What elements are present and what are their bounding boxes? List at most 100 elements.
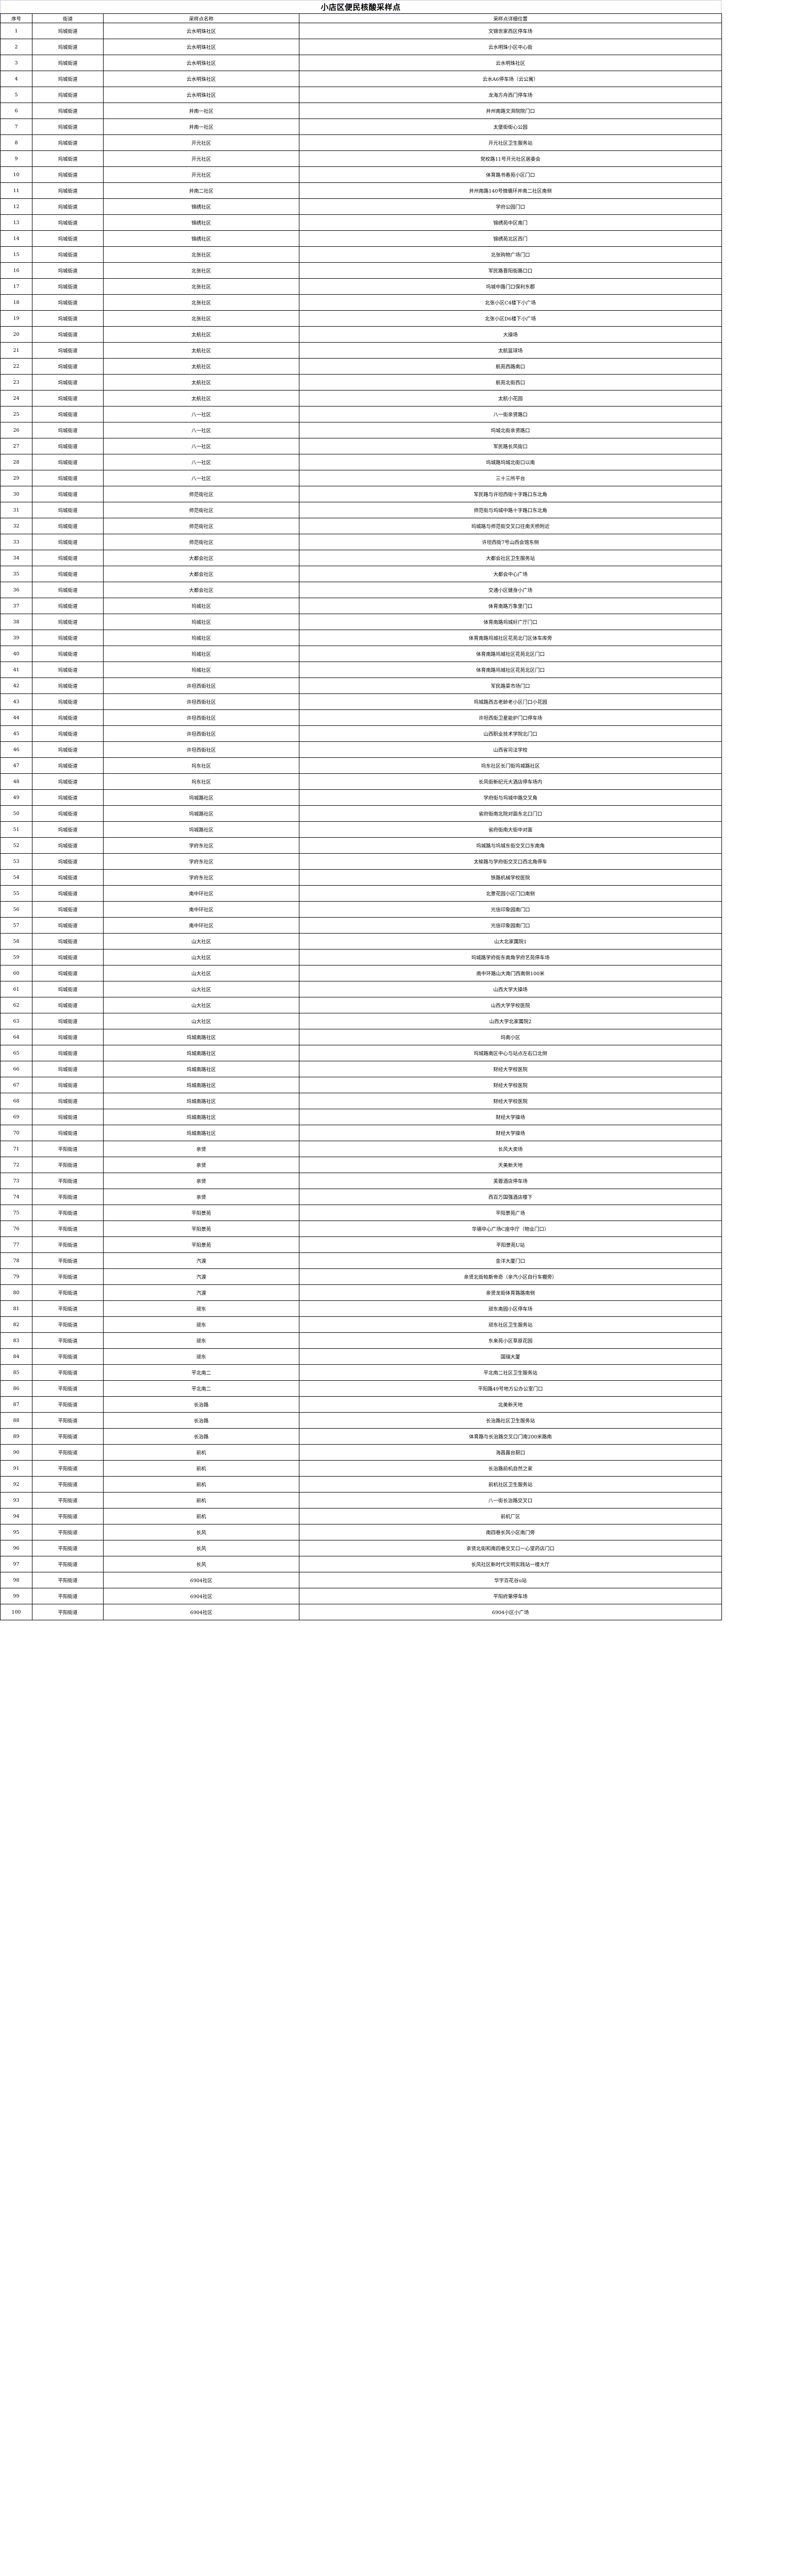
cell-site-name: 平北南二 (103, 1364, 299, 1381)
cell-index: 58 (0, 933, 32, 950)
cell-site-name: 大都会社区 (103, 582, 299, 598)
table-row: 92 平阳街道 前机 前机社区卫生服务站 (0, 1476, 722, 1493)
cell-street: 坞城街道 (32, 134, 104, 151)
table-row: 55 坞城街道 南中环社区 北景花园小区门口南侧 (0, 885, 722, 902)
cell-site-address: 体育路书香苑小区门口 (299, 166, 722, 183)
cell-street: 坞城街道 (32, 406, 104, 422)
cell-street: 平阳街道 (32, 1476, 104, 1493)
table-row: 58 坞城街道 山大社区 山大北家属院1 (0, 933, 722, 950)
column-header-site-address: 采样点详细位置 (299, 13, 722, 23)
cell-index: 63 (0, 1013, 32, 1029)
cell-site-name: 亲贤 (103, 1189, 299, 1205)
cell-site-name: 6904社区 (103, 1588, 299, 1604)
table-row: 67 坞城街道 坞城南路社区 财经大学校医院 (0, 1077, 722, 1093)
cell-site-name: 师范街社区 (103, 486, 299, 502)
cell-site-address: 坞城北街亲贤路口 (299, 422, 722, 438)
cell-index: 76 (0, 1221, 32, 1237)
cell-site-address: 山西职业技术学院北门口 (299, 725, 722, 742)
cell-street: 坞城街道 (32, 933, 104, 950)
cell-site-name: 汽渡 (103, 1252, 299, 1269)
cell-index: 62 (0, 997, 32, 1013)
cell-street: 坞城街道 (32, 486, 104, 502)
table-row: 70 坞城街道 坞城南路社区 财经大学操场 (0, 1125, 722, 1141)
table-row: 18 坞城街道 北张社区 北张小区C4楼下小广场 (0, 294, 722, 311)
cell-site-address: 顽东社区卫生服务站 (299, 1316, 722, 1333)
cell-site-address: 航苑西路南口 (299, 358, 722, 375)
cell-street: 平阳街道 (32, 1268, 104, 1285)
cell-index: 41 (0, 662, 32, 678)
cell-index: 3 (0, 55, 32, 71)
cell-street: 坞城街道 (32, 23, 104, 39)
cell-site-address: 华宇百花谷u站 (299, 1572, 722, 1588)
cell-site-address: 国瑞大厦 (299, 1348, 722, 1365)
cell-street: 坞城街道 (32, 55, 104, 71)
spreadsheet-sheet: 小店区便民核酸采样点 序号 街道 采样点名称 采样点详细位置 1 坞城街道 云水明珠… (0, 0, 722, 1620)
cell-index: 38 (0, 614, 32, 630)
cell-street: 坞城街道 (32, 518, 104, 534)
cell-site-name: 平阳景苑 (103, 1221, 299, 1237)
cell-site-address: 亲贤北街帕斯帝奇（亲汽小区自行车棚旁） (299, 1268, 722, 1285)
cell-index: 46 (0, 741, 32, 758)
cell-street: 坞城街道 (32, 1045, 104, 1061)
cell-street: 坞城街道 (32, 39, 104, 55)
table-row: 30 坞城街道 师范街社区 军民路与许坦西街十字路口东北角 (0, 486, 722, 502)
cell-index: 49 (0, 789, 32, 806)
cell-index: 91 (0, 1460, 32, 1477)
cell-site-name: 师范街社区 (103, 518, 299, 534)
cell-index: 82 (0, 1316, 32, 1333)
cell-site-address: 北景花园小区门口南侧 (299, 885, 722, 902)
cell-site-name: 许坦西街社区 (103, 693, 299, 710)
cell-site-name: 学府东社区 (103, 869, 299, 886)
cell-street: 坞城街道 (32, 965, 104, 981)
cell-index: 97 (0, 1556, 32, 1572)
cell-street: 坞城街道 (32, 646, 104, 662)
cell-site-address: 锦绣苑北区西门 (299, 230, 722, 247)
cell-site-address: 天美新天地 (299, 1157, 722, 1173)
cell-site-address: 坞城路南区中心与站点左右口北侧 (299, 1045, 722, 1061)
cell-street: 平阳街道 (32, 1588, 104, 1604)
cell-index: 77 (0, 1236, 32, 1253)
cell-site-address: 大操场 (299, 326, 722, 343)
cell-index: 57 (0, 917, 32, 934)
table-row: 94 平阳街道 前机 前机厂区 (0, 1508, 722, 1524)
cell-index: 75 (0, 1205, 32, 1221)
table-row: 35 坞城街道 大都会社区 大都会中心广场 (0, 566, 722, 582)
table-row: 37 坞城街道 坞城社区 体育南路万象里门口 (0, 598, 722, 614)
cell-site-address: 东来苑小区草原花园 (299, 1332, 722, 1349)
table-row: 63 坞城街道 山大社区 山西大学北家属院2 (0, 1013, 722, 1029)
cell-site-address: 体育南路万象里门口 (299, 598, 722, 614)
table-row: 46 坞城街道 许坦西街社区 山西省司法学校 (0, 741, 722, 758)
cell-index: 37 (0, 598, 32, 614)
cell-street: 坞城街道 (32, 422, 104, 438)
table-row: 20 坞城街道 太航社区 大操场 (0, 326, 722, 343)
cell-site-name: 开元社区 (103, 166, 299, 183)
cell-index: 51 (0, 821, 32, 838)
cell-site-address: 省府街南大街中对面 (299, 821, 722, 838)
table-row: 76 平阳街道 平阳景苑 华德中心广场C座中厅（物业门口） (0, 1221, 722, 1237)
cell-index: 96 (0, 1540, 32, 1556)
cell-index: 21 (0, 342, 32, 359)
table-row: 79 平阳街道 汽渡 亲贤北街帕斯帝奇（亲汽小区自行车棚旁） (0, 1268, 722, 1285)
cell-site-address: 锦绣苑中区南门 (299, 214, 722, 231)
cell-index: 53 (0, 853, 32, 870)
cell-street: 坞城街道 (32, 598, 104, 614)
cell-street: 坞城街道 (32, 454, 104, 470)
table-row: 100 平阳街道 6904社区 6904小区小广场 (0, 1604, 722, 1620)
table-row: 19 坞城街道 北张社区 北张小区D6楼下小广场 (0, 310, 722, 327)
column-header-site-name: 采样点名称 (103, 13, 299, 23)
cell-site-name: 八一社区 (103, 422, 299, 438)
cell-index: 15 (0, 246, 32, 263)
table-row: 11 坞城街道 并南二社区 并州南路140号微循环并南二社区南侧 (0, 182, 722, 199)
cell-street: 平阳街道 (32, 1556, 104, 1572)
cell-index: 78 (0, 1252, 32, 1269)
cell-site-address: 龙海方舟西门停车场 (299, 87, 722, 103)
cell-site-address: 体育路与长治路交叉口门南200米路南 (299, 1428, 722, 1445)
cell-site-address: 财经大学操场 (299, 1125, 722, 1141)
cell-site-name: 坞东社区 (103, 773, 299, 790)
cell-street: 平阳街道 (32, 1444, 104, 1461)
cell-street: 坞城街道 (32, 470, 104, 486)
cell-site-address: 平阳景苑广场 (299, 1205, 722, 1221)
cell-site-address: 大都会中心广场 (299, 566, 722, 582)
cell-index: 54 (0, 869, 32, 886)
cell-site-address: 山西省司法学校 (299, 741, 722, 758)
